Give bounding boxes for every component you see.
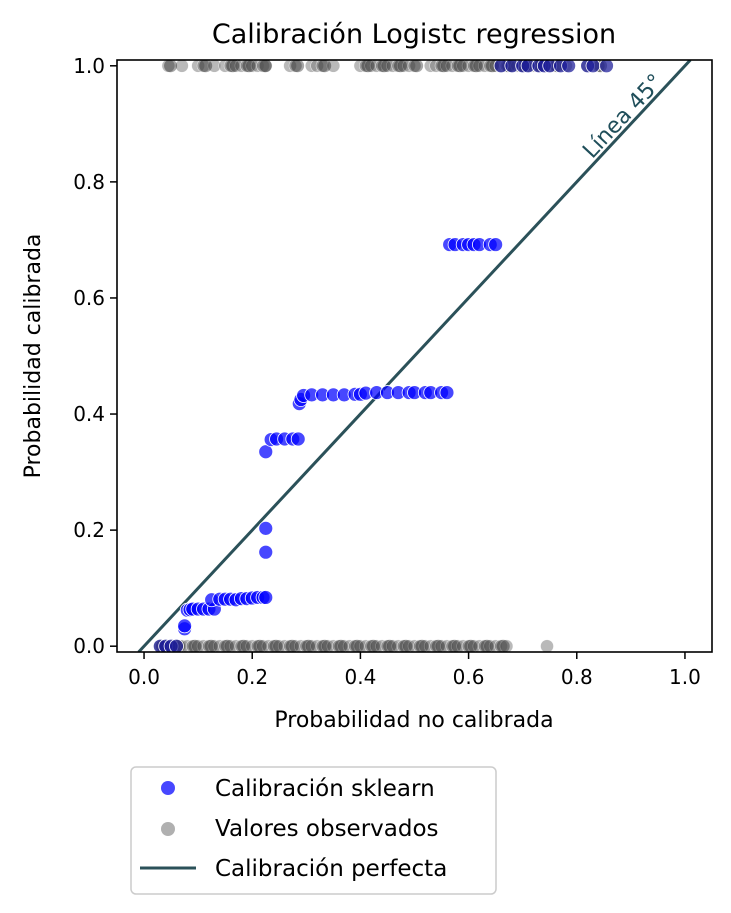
observed-point <box>480 639 494 652</box>
observed-point <box>399 639 413 652</box>
x-tick-label: 0.8 <box>561 665 593 689</box>
observed-point <box>258 60 272 73</box>
axis-ticks: 0.0 0.0 0.2 0.2 0.4 0.4 0.6 0.6 0.8 0.8 1.0 1.0 <box>73 54 701 689</box>
observed-point <box>237 639 251 652</box>
observed-point <box>242 60 256 73</box>
y-tick-label: 0.2 <box>73 518 105 542</box>
observed-point <box>188 639 202 652</box>
x-tick-label: 0.2 <box>236 665 268 689</box>
observed-point <box>448 639 462 652</box>
observed-point <box>377 60 391 73</box>
observed-point <box>540 639 554 652</box>
legend-label-perfect: Calibración perfecta <box>215 856 447 882</box>
observed-point <box>496 639 510 652</box>
observed-point <box>407 60 422 73</box>
observed-point <box>220 639 234 652</box>
observed-point <box>350 639 364 652</box>
calibration-point <box>585 60 601 74</box>
observed-point <box>464 639 478 652</box>
observed-point <box>437 60 451 73</box>
observed-point <box>258 60 273 73</box>
observed-point <box>175 60 189 73</box>
observed-point <box>469 60 483 73</box>
observed-point <box>415 639 429 652</box>
observed-point <box>326 60 341 73</box>
y-tick-label: 1.0 <box>73 54 105 78</box>
calibration-point <box>488 237 504 252</box>
observed-point <box>253 639 267 652</box>
calibration-point <box>177 618 193 634</box>
observed-point <box>204 639 218 652</box>
observed-point <box>410 60 424 73</box>
observed-point <box>366 639 380 652</box>
legend-box <box>130 766 497 895</box>
observed-point <box>383 639 397 652</box>
y-tick-label: 0.4 <box>73 402 105 426</box>
y-tick-label: 0.0 <box>73 634 105 658</box>
calibration-point <box>258 520 274 536</box>
x-tick-label: 1.0 <box>669 665 701 689</box>
observed-point <box>269 639 283 652</box>
calibration-point <box>258 444 274 460</box>
observed-point <box>164 60 178 73</box>
observed-point <box>334 639 348 652</box>
legend-marker-observed <box>161 822 175 836</box>
y-axis-label: Probabilidad calibrada <box>21 234 46 479</box>
x-tick-label: 0.6 <box>453 665 485 689</box>
calibration-point <box>290 431 306 447</box>
x-tick-label: 0.0 <box>128 665 160 689</box>
observed-point <box>285 639 299 652</box>
observed-point <box>499 639 514 652</box>
observed-point <box>288 60 303 73</box>
y-tick-label: 0.8 <box>73 170 105 194</box>
legend-label-observed: Valores observados <box>215 816 439 842</box>
observed-point <box>393 60 407 73</box>
calibration-point <box>439 385 455 400</box>
x-tick-label: 0.4 <box>345 665 377 689</box>
calibration-point <box>258 590 274 605</box>
legend-marker-sklearn <box>161 781 175 795</box>
observed-point <box>161 60 176 73</box>
observed-point <box>453 60 467 73</box>
observed-point <box>318 60 332 73</box>
observed-point <box>226 60 240 73</box>
observed-point <box>431 639 445 652</box>
calibration-point <box>258 544 274 560</box>
plot-area <box>137 60 692 652</box>
calibration-point <box>561 60 577 74</box>
perfect-calibration-line <box>137 60 692 652</box>
observed-point <box>199 60 213 73</box>
observed-point <box>301 639 315 652</box>
legend-label-sklearn: Calibración sklearn <box>215 776 435 802</box>
chart-title: Calibración Logistc regression <box>212 19 616 50</box>
y-tick-label: 0.6 <box>73 286 105 310</box>
x-axis-label: Probabilidad no calibrada <box>274 708 553 733</box>
calibration-point <box>169 638 184 652</box>
calibration-point <box>599 60 614 74</box>
plot-frame <box>116 59 713 653</box>
observed-point <box>318 639 332 652</box>
observed-point <box>291 60 305 73</box>
observed-point <box>361 60 375 73</box>
legend: Calibración sklearn Valores observados C… <box>130 766 497 895</box>
